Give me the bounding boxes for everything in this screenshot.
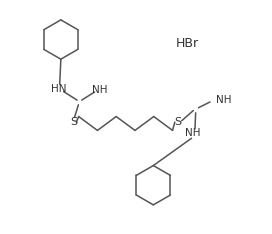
Text: NH: NH [216, 95, 231, 105]
Text: S: S [174, 117, 181, 127]
Text: NH: NH [185, 128, 200, 138]
Text: S: S [70, 117, 77, 127]
Text: HN: HN [51, 84, 66, 94]
Text: HBr: HBr [175, 37, 199, 50]
Text: NH: NH [92, 85, 108, 95]
